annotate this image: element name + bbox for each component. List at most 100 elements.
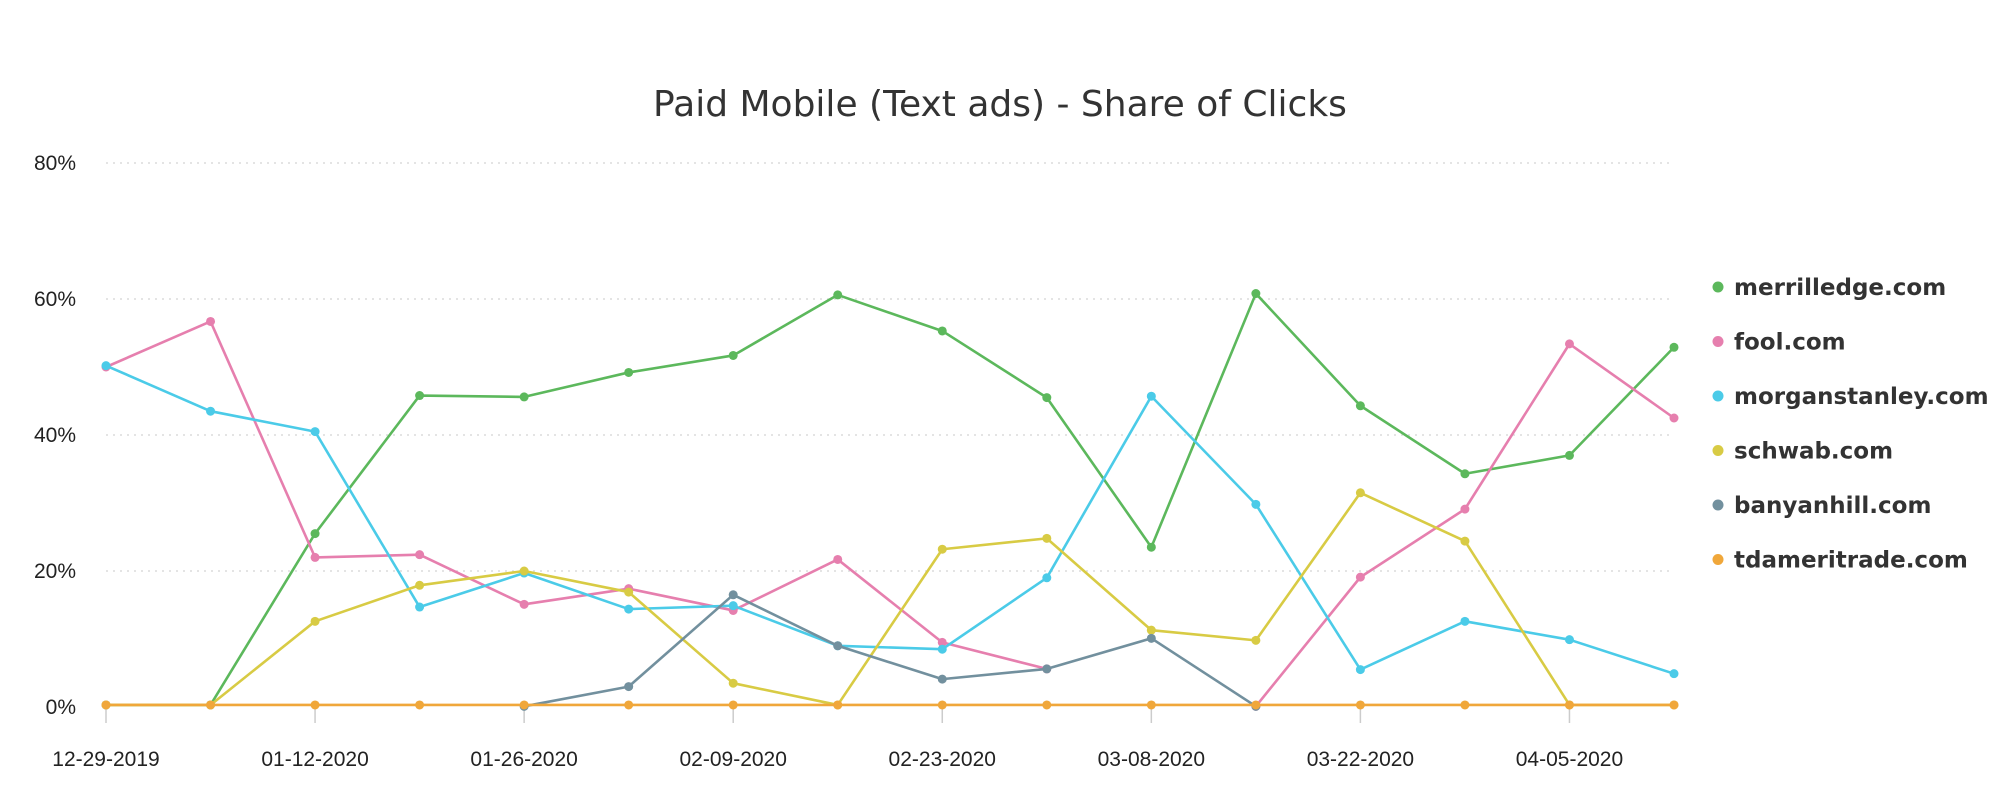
data-point[interactable] [415, 550, 425, 560]
legend-item[interactable]: tdameritrade.com [1712, 548, 1968, 574]
data-point[interactable] [310, 529, 320, 539]
data-point[interactable] [1042, 573, 1052, 583]
data-point[interactable] [1564, 450, 1574, 460]
data-point[interactable] [1669, 700, 1679, 710]
data-point[interactable] [1146, 700, 1156, 710]
data-point[interactable] [1355, 700, 1365, 710]
data-point[interactable] [937, 674, 947, 684]
data-point[interactable] [1355, 488, 1365, 498]
data-point[interactable] [1355, 665, 1365, 675]
data-point[interactable] [1251, 289, 1261, 299]
data-point[interactable] [1146, 633, 1156, 643]
y-tick-label: 20% [34, 560, 76, 583]
data-point[interactable] [1355, 401, 1365, 411]
data-point[interactable] [1564, 339, 1574, 349]
legend-label: morganstanley.com [1734, 384, 1989, 410]
data-point[interactable] [101, 361, 111, 371]
legend-item[interactable]: merrilledge.com [1712, 275, 1947, 301]
data-point[interactable] [624, 700, 634, 710]
data-point[interactable] [310, 427, 320, 437]
x-tick-label: 03-08-2020 [1098, 748, 1205, 771]
legend-marker [1712, 336, 1724, 347]
data-point[interactable] [519, 566, 529, 576]
data-point[interactable] [728, 350, 738, 360]
data-point[interactable] [519, 700, 529, 710]
x-tick-label: 02-23-2020 [889, 748, 996, 771]
series-line [105, 320, 1048, 671]
data-point[interactable] [624, 604, 634, 614]
legend-marker [1712, 445, 1724, 456]
legend-item[interactable]: schwab.com [1712, 439, 1894, 465]
data-point[interactable] [937, 326, 947, 336]
data-point[interactable] [937, 644, 947, 654]
data-point[interactable] [937, 637, 947, 647]
chart-title: Paid Mobile (Text ads) - Share of Clicks [653, 84, 1347, 125]
grid [106, 162, 1674, 572]
data-point[interactable] [937, 700, 947, 710]
data-point[interactable] [1460, 504, 1470, 514]
data-point[interactable] [1564, 635, 1574, 645]
data-point[interactable] [1146, 625, 1156, 635]
data-point[interactable] [206, 406, 216, 416]
data-point[interactable] [519, 599, 529, 609]
legend-label: schwab.com [1734, 439, 1893, 465]
data-point[interactable] [310, 552, 320, 562]
legend[interactable]: merrilledge.com fool.com morganstanley.com… [1712, 275, 1989, 574]
data-point[interactable] [519, 392, 529, 402]
data-point[interactable] [1460, 469, 1470, 479]
data-point[interactable] [728, 590, 738, 600]
legend-marker [1712, 499, 1724, 511]
data-point[interactable] [1460, 700, 1470, 710]
y-axis-ticks: 0% 20% 40% 60% 80% [34, 152, 76, 719]
data-point[interactable] [1146, 542, 1156, 552]
data-point[interactable] [415, 602, 425, 612]
data-point[interactable] [415, 580, 425, 590]
data-point[interactable] [1669, 413, 1679, 423]
data-point[interactable] [624, 367, 634, 377]
data-point[interactable] [833, 641, 843, 651]
data-point[interactable] [1460, 616, 1470, 626]
y-tick-label: 80% [34, 152, 76, 175]
data-point[interactable] [728, 601, 738, 611]
data-point[interactable] [1042, 533, 1052, 543]
data-point[interactable] [1564, 700, 1574, 710]
data-point[interactable] [206, 700, 216, 710]
data-point[interactable] [937, 544, 947, 554]
data-point[interactable] [1251, 700, 1261, 710]
series-line [105, 364, 1675, 675]
y-tick-label: 60% [34, 288, 76, 311]
data-point[interactable] [833, 700, 843, 710]
data-point[interactable] [833, 290, 843, 300]
data-point[interactable] [1042, 393, 1052, 403]
data-point[interactable] [833, 554, 843, 564]
data-point[interactable] [1669, 342, 1679, 352]
data-point[interactable] [728, 700, 738, 710]
legend-item[interactable]: fool.com [1712, 330, 1846, 356]
series-line [106, 491, 1674, 707]
data-point[interactable] [415, 391, 425, 401]
data-point[interactable] [415, 700, 425, 710]
series-lines [101, 289, 1679, 711]
data-point[interactable] [1251, 499, 1261, 509]
data-point[interactable] [1669, 669, 1679, 679]
data-point[interactable] [624, 682, 634, 692]
data-point[interactable] [728, 678, 738, 688]
data-point[interactable] [101, 700, 111, 710]
data-point[interactable] [1355, 572, 1365, 582]
x-tick-label: 04-05-2020 [1516, 748, 1623, 771]
legend-item[interactable]: morganstanley.com [1712, 384, 1989, 410]
data-point[interactable] [206, 316, 216, 326]
data-point[interactable] [1146, 391, 1156, 401]
data-point[interactable] [1460, 536, 1470, 546]
data-point[interactable] [310, 700, 320, 710]
y-tick-label: 0% [46, 696, 76, 719]
data-point[interactable] [310, 616, 320, 626]
legend-label: merrilledge.com [1734, 275, 1946, 301]
data-point[interactable] [624, 587, 634, 597]
legend-marker [1712, 554, 1724, 565]
data-point[interactable] [1042, 664, 1052, 674]
data-point[interactable] [1042, 700, 1052, 710]
data-point[interactable] [1251, 635, 1261, 645]
legend-item[interactable]: banyanhill.com [1712, 493, 1932, 519]
